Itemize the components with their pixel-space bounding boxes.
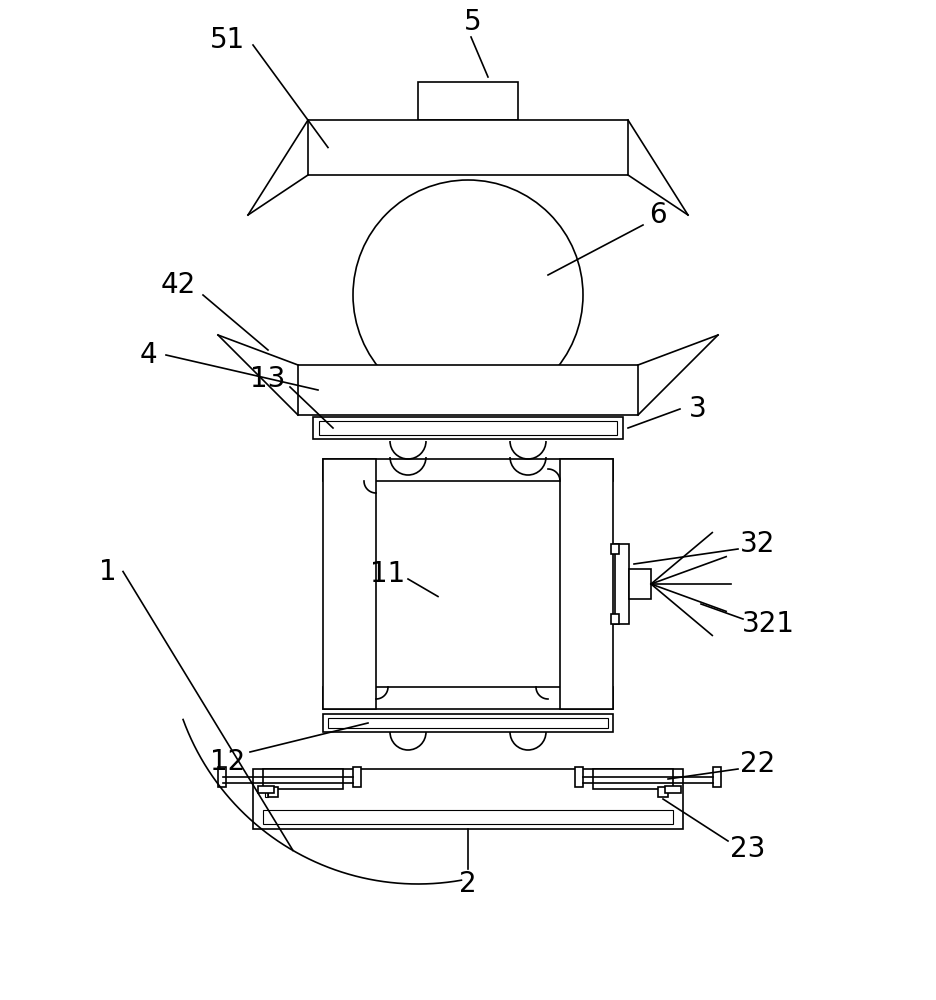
Text: 12: 12 xyxy=(211,748,245,776)
Bar xyxy=(628,569,651,599)
Bar xyxy=(253,769,682,829)
Text: 13: 13 xyxy=(250,365,285,393)
Bar xyxy=(328,718,607,728)
Text: 22: 22 xyxy=(739,750,775,778)
Text: 2: 2 xyxy=(459,870,476,898)
Text: 23: 23 xyxy=(729,835,765,863)
Bar xyxy=(298,365,637,415)
Bar xyxy=(265,787,268,797)
Bar xyxy=(417,82,518,120)
Bar xyxy=(263,810,672,824)
Bar xyxy=(308,120,627,175)
Bar xyxy=(268,787,278,797)
Bar xyxy=(323,714,612,732)
Bar xyxy=(313,417,622,439)
Text: 3: 3 xyxy=(688,395,706,423)
Text: 32: 32 xyxy=(739,530,775,558)
Text: 11: 11 xyxy=(370,560,405,588)
Bar xyxy=(657,787,667,797)
Bar xyxy=(560,459,612,709)
Bar xyxy=(218,767,226,787)
Bar xyxy=(257,786,273,793)
Bar xyxy=(353,767,360,787)
Bar xyxy=(263,769,343,789)
Bar xyxy=(610,614,619,624)
Text: 5: 5 xyxy=(463,8,481,36)
Bar xyxy=(323,459,375,709)
Text: 51: 51 xyxy=(211,26,245,54)
Bar xyxy=(592,769,672,789)
Bar xyxy=(614,544,628,624)
Bar xyxy=(323,459,612,481)
Bar xyxy=(665,786,680,793)
Text: 42: 42 xyxy=(160,271,196,299)
Bar xyxy=(318,421,616,435)
Text: 4: 4 xyxy=(139,341,156,369)
Bar xyxy=(610,544,619,554)
Text: 6: 6 xyxy=(649,201,666,229)
Text: 321: 321 xyxy=(740,610,794,638)
Text: 1: 1 xyxy=(99,558,117,585)
Bar xyxy=(323,687,612,709)
Bar xyxy=(712,767,720,787)
Bar xyxy=(575,767,582,787)
